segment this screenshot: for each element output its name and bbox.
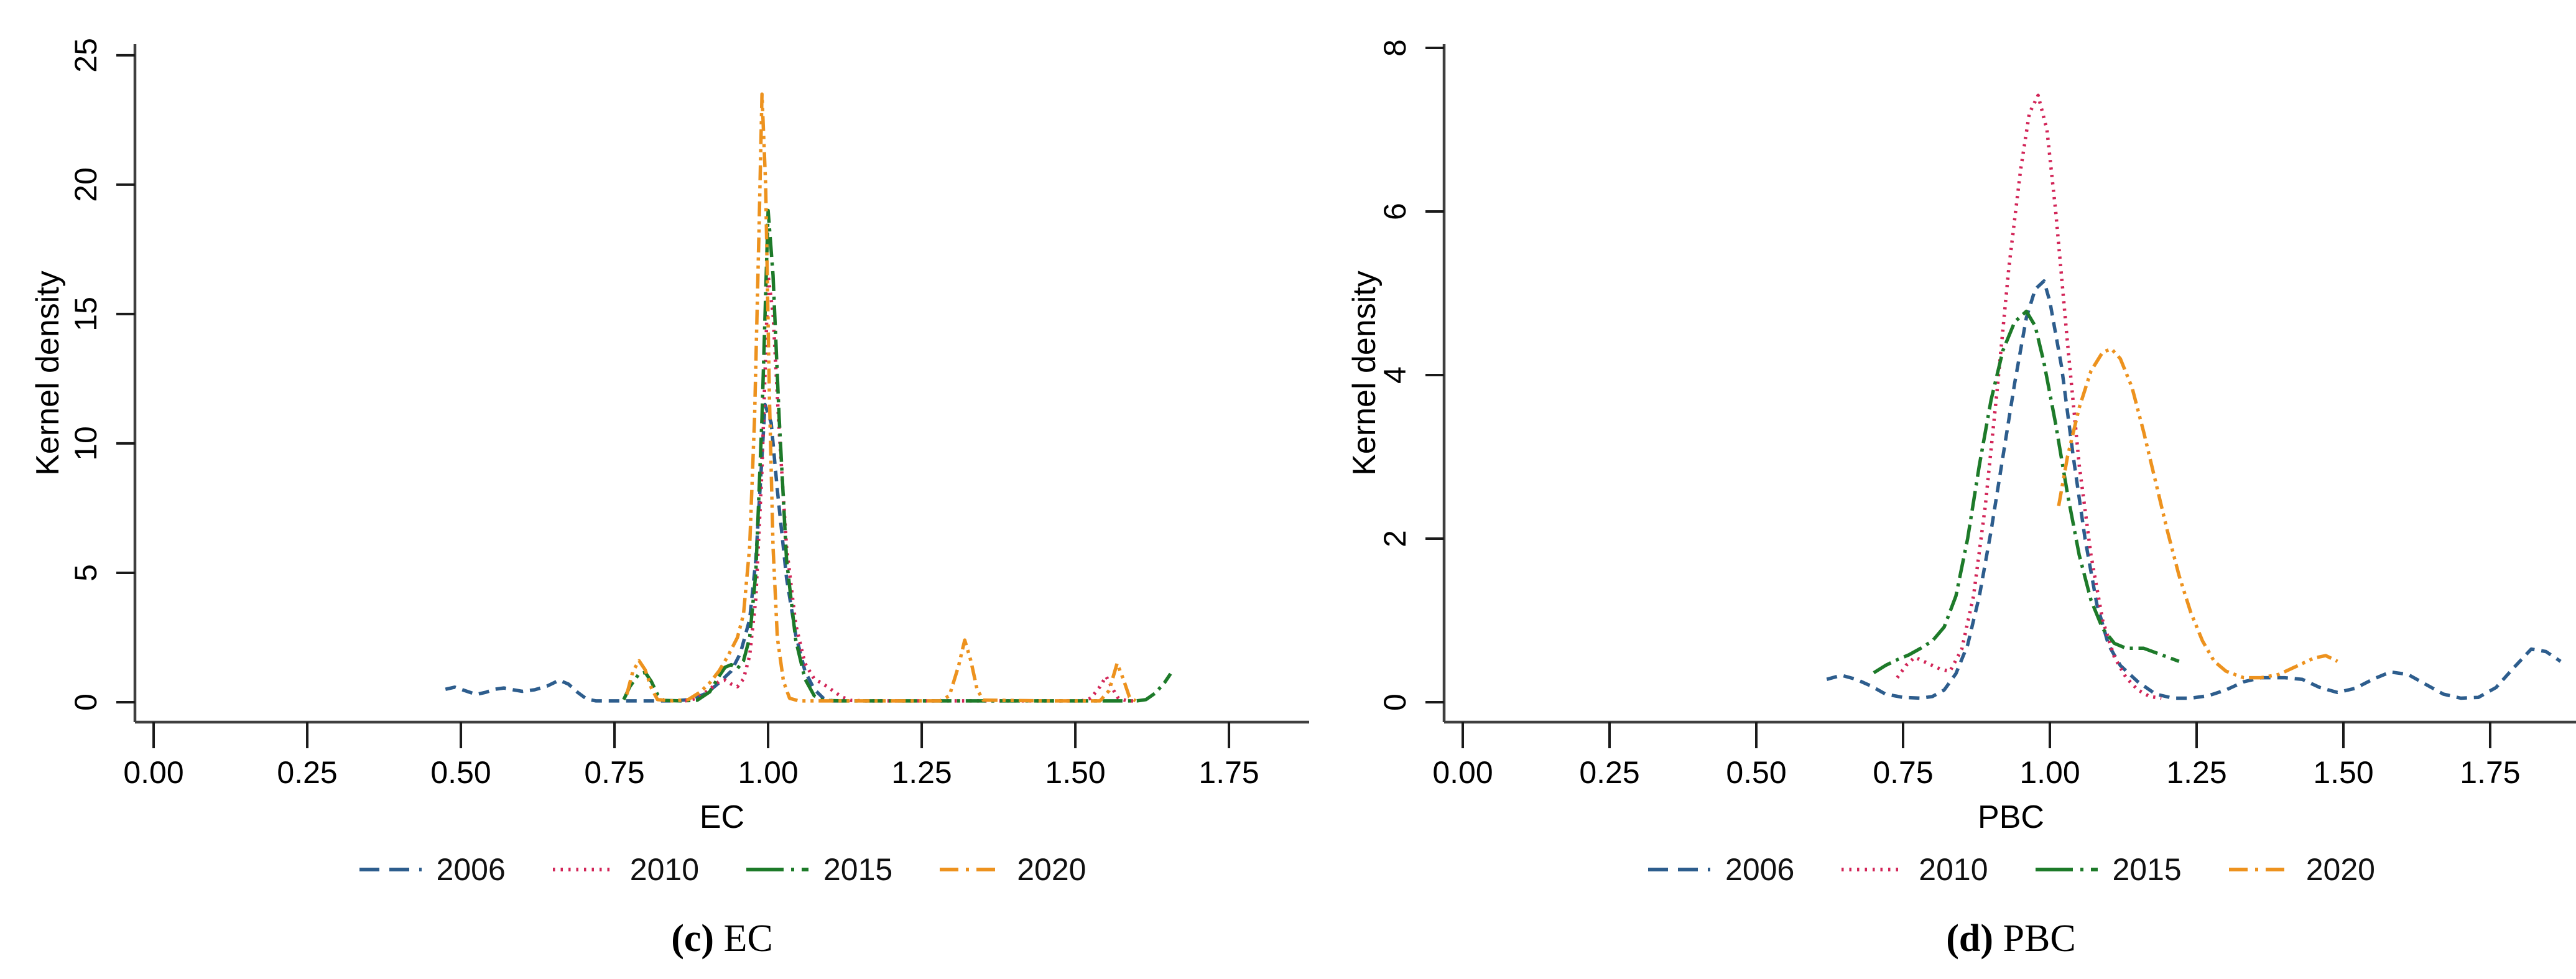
x-tick-label: 1.25 — [891, 755, 952, 790]
x-tick-label: 0.50 — [430, 755, 491, 790]
y-tick-label: 4 — [1378, 366, 1412, 384]
legend: 2006 2010 2015 2020 — [1444, 851, 2576, 888]
legend-item-2010: 2010 — [552, 854, 699, 885]
x-tick-label: 1.75 — [1198, 755, 1259, 790]
y-tick-label: 15 — [68, 297, 103, 332]
x-tick-label: 1.50 — [2313, 755, 2373, 790]
legend-line-sample-2020 — [940, 868, 1003, 871]
legend-line-sample-2015 — [2035, 868, 2098, 871]
x-tick-label: 0.00 — [1432, 755, 1493, 790]
x-tick-label: 1.50 — [1045, 755, 1105, 790]
x-tick-label: 0.75 — [1873, 755, 1933, 790]
pbc-density-plot: 0.00 0.25 0.50 0.75 1.00 1.25 1.50 1.75 0 2 4 6 8 Ker… — [1346, 39, 2576, 835]
series-line-2015 — [622, 208, 1172, 703]
caption: (d) PBC — [1444, 919, 2576, 958]
legend-label-2020: 2020 — [2305, 852, 2375, 887]
legend-item-2020: 2020 — [2228, 854, 2375, 885]
legend-line-sample-2010 — [1842, 868, 1904, 871]
legend-line-sample-2006 — [359, 868, 422, 871]
legend-item-2020: 2020 — [938, 854, 1086, 885]
legend-label-2015: 2015 — [2112, 852, 2182, 887]
y-tick-label: 5 — [68, 564, 103, 582]
y-tick-label: 10 — [68, 426, 103, 461]
x-tick-label: 0.50 — [1726, 755, 1786, 790]
caption: (c) EC — [135, 919, 1309, 958]
y-tick-label: 0 — [68, 694, 103, 711]
legend-line-sample-2020 — [2228, 868, 2291, 871]
panel-c-ec: 0.00 0.25 0.50 0.75 1.00 1.25 1.50 1.75 0 5 10 15 20… — [25, 10, 1313, 979]
legend-label-2006: 2006 — [436, 852, 506, 887]
panel-d-pbc: 0.00 0.25 0.50 0.75 1.00 1.25 1.50 1.75 0 2 4 6 8 Ker… — [1313, 10, 2576, 979]
x-tick-label: 1.25 — [2166, 755, 2226, 790]
caption-label: EC — [723, 917, 773, 960]
legend-label-2020: 2020 — [1017, 852, 1086, 887]
legend-label-2010: 2010 — [1919, 852, 1988, 887]
series-line-2010 — [1896, 93, 2162, 700]
legend-line-sample-2006 — [1648, 868, 1711, 871]
x-tick-label: 0.25 — [277, 755, 337, 790]
series-line-2020 — [2057, 347, 2338, 680]
caption-label: PBC — [2003, 917, 2076, 960]
x-tick-label: 1.00 — [738, 755, 798, 790]
legend-label-2006: 2006 — [1725, 852, 1795, 887]
x-axis-title: PBC — [1978, 799, 2044, 835]
series-line-2006 — [1826, 279, 2562, 700]
legend-item-2015: 2015 — [745, 854, 892, 885]
series-line-2020 — [625, 92, 1137, 703]
x-tick-label: 1.75 — [2460, 755, 2520, 790]
caption-marker: (d) — [1946, 917, 1994, 960]
legend: 2006 2010 2015 2020 — [135, 851, 1309, 888]
y-tick-label: 8 — [1378, 39, 1412, 57]
legend-label-2010: 2010 — [629, 852, 699, 887]
legend-label-2015: 2015 — [823, 852, 893, 887]
series-line-2015 — [1873, 309, 2180, 675]
y-tick-label: 25 — [68, 38, 103, 73]
legend-item-2015: 2015 — [2034, 854, 2182, 885]
x-tick-label: 1.00 — [2019, 755, 2080, 790]
legend-item-2006: 2006 — [358, 854, 506, 885]
y-tick-label: 6 — [1378, 203, 1412, 220]
legend-item-2010: 2010 — [1840, 854, 1988, 885]
y-tick-label: 0 — [1378, 694, 1412, 711]
caption-marker: (c) — [671, 917, 715, 960]
legend-line-sample-2010 — [552, 868, 615, 871]
y-axis-title: Kernel density — [30, 271, 66, 476]
y-tick-label: 20 — [68, 167, 103, 202]
x-axis-title: EC — [700, 799, 744, 835]
x-tick-label: 0.75 — [584, 755, 644, 790]
legend-line-sample-2015 — [746, 868, 808, 871]
x-tick-label: 0.00 — [123, 755, 183, 790]
y-tick-label: 2 — [1378, 530, 1412, 547]
y-axis-title: Kernel density — [1346, 271, 1383, 476]
legend-item-2006: 2006 — [1647, 854, 1794, 885]
series-line-2010 — [685, 273, 1134, 703]
x-tick-label: 0.25 — [1579, 755, 1639, 790]
ec-density-plot: 0.00 0.25 0.50 0.75 1.00 1.25 1.50 1.75 0 5 10 15 20… — [30, 38, 1309, 835]
